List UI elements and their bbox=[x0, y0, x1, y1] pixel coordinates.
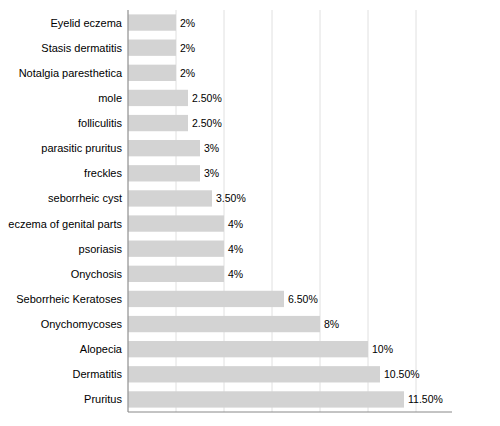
data-labels: 11.50% 10.50% 10% 8% 6.50% 4% 4% 4% 3.50% 3% 3% 2.5… bbox=[180, 17, 443, 406]
y-tick-label: Pruritus bbox=[84, 393, 122, 405]
y-tick-labels: Pruritus Dermatitis Alopecia Onychomycoses S… bbox=[8, 17, 123, 406]
bar bbox=[128, 291, 284, 307]
data-label: 3.50% bbox=[216, 192, 246, 204]
bar bbox=[128, 266, 224, 282]
y-axis-line bbox=[128, 10, 129, 412]
data-label: 2% bbox=[180, 67, 195, 79]
y-tick-label: Dermatitis bbox=[72, 368, 122, 380]
bar bbox=[128, 14, 176, 30]
data-label: 6.50% bbox=[288, 293, 318, 305]
data-label: 3% bbox=[204, 142, 219, 154]
y-tick-label: psoriasis bbox=[79, 243, 123, 255]
x-axis-line bbox=[128, 412, 452, 413]
y-tick-label: Notalgia paresthetica bbox=[19, 67, 123, 79]
grid bbox=[128, 10, 416, 412]
bar bbox=[128, 65, 176, 81]
data-label: 11.50% bbox=[408, 393, 443, 405]
bars bbox=[128, 14, 404, 407]
bar bbox=[128, 115, 188, 131]
y-tick-label: parasitic pruritus bbox=[41, 142, 122, 154]
y-tick-label: folliculitis bbox=[78, 117, 123, 129]
bar bbox=[128, 165, 200, 181]
data-label: 4% bbox=[228, 268, 243, 280]
grid-line bbox=[128, 10, 129, 412]
grid-line bbox=[416, 10, 417, 412]
y-tick-label: eczema of genital parts bbox=[8, 218, 122, 230]
data-label: 2% bbox=[180, 17, 195, 29]
bar bbox=[128, 366, 380, 382]
chart: Pruritus Dermatitis Alopecia Onychomycoses S… bbox=[0, 0, 500, 426]
data-label: 4% bbox=[228, 218, 243, 230]
y-tick-label: Onychomycoses bbox=[41, 318, 123, 330]
data-label: 2% bbox=[180, 42, 195, 54]
bar bbox=[128, 140, 200, 156]
bar bbox=[128, 316, 320, 332]
y-tick-label: Eyelid eczema bbox=[50, 17, 122, 29]
bar bbox=[128, 40, 176, 56]
bar bbox=[128, 215, 224, 231]
y-tick-label: seborrheic cyst bbox=[48, 192, 122, 204]
y-tick-label: Seborrheic Keratoses bbox=[16, 293, 122, 305]
data-label: 8% bbox=[324, 318, 339, 330]
data-label: 4% bbox=[228, 243, 243, 255]
bar bbox=[128, 341, 368, 357]
data-label: 2.50% bbox=[192, 92, 222, 104]
y-tick-label: Onychosis bbox=[71, 268, 123, 280]
data-label: 10.50% bbox=[384, 368, 420, 380]
bar bbox=[128, 190, 212, 206]
bar bbox=[128, 391, 404, 407]
bar bbox=[128, 90, 188, 106]
y-tick-label: Alopecia bbox=[80, 343, 123, 355]
data-label: 3% bbox=[204, 167, 219, 179]
bar bbox=[128, 241, 224, 257]
y-tick-label: mole bbox=[98, 92, 122, 104]
data-label: 10% bbox=[372, 343, 393, 355]
y-tick-label: freckles bbox=[84, 167, 122, 179]
data-label: 2.50% bbox=[192, 117, 222, 129]
y-tick-label: Stasis dermatitis bbox=[41, 42, 122, 54]
